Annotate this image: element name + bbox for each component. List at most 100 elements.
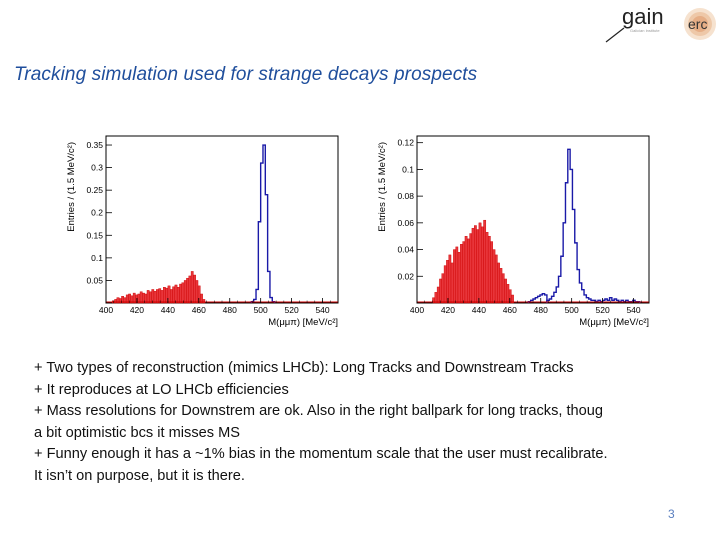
- y-tick-label: 0.08: [397, 191, 414, 201]
- histogram-bar: [460, 244, 463, 304]
- histogram-bar: [450, 262, 454, 304]
- histogram-bar: [172, 286, 176, 304]
- histogram-bar: [188, 275, 192, 304]
- x-axis-label: M(μμπ) [MeV/c²]: [268, 317, 338, 328]
- x-tick-label: 520: [285, 305, 299, 315]
- bullet-item: + Mass resolutions for Downstrem are ok.…: [34, 403, 604, 441]
- histogram-series-line: [527, 292, 548, 303]
- x-tick-label: 500: [565, 305, 579, 315]
- histogram-bar: [139, 291, 143, 304]
- y-tick-label: 0.04: [397, 245, 414, 255]
- x-tick-label: 440: [161, 305, 175, 315]
- histogram-bar: [169, 289, 173, 304]
- bullet-list: + Two types of reconstruction (mimics LH…: [34, 358, 614, 487]
- histogram-bar: [202, 299, 206, 304]
- svg-text:Galician Institute: Galician Institute: [630, 28, 660, 33]
- histogram-bar: [448, 254, 452, 304]
- histogram-bar: [446, 260, 449, 304]
- histogram-bar: [186, 277, 189, 304]
- histogram-bar: [453, 249, 456, 304]
- bullet-item: + Two types of reconstruction (mimics LH…: [34, 360, 574, 376]
- histogram-bar: [195, 280, 199, 304]
- histogram-right: 400 420 440 460 480 500 520 540 0.02 0.04 0.06 0.08…: [377, 135, 650, 328]
- histogram-bar: [181, 282, 185, 304]
- histogram-bar: [146, 290, 150, 304]
- logo-main-text: gain: [622, 4, 664, 29]
- x-tick-label: 420: [441, 305, 455, 315]
- histogram-bar: [490, 241, 493, 304]
- histogram-bar: [156, 289, 159, 304]
- histogram-bar: [497, 262, 500, 304]
- histogram-bar: [480, 226, 484, 304]
- y-tick-label: 0.2: [91, 208, 103, 218]
- x-tick-label: 460: [503, 305, 517, 315]
- histogram-bar: [511, 294, 514, 304]
- x-tick-label: 540: [315, 305, 329, 315]
- x-tick-label: 400: [99, 305, 113, 315]
- y-tick-label: 0.15: [86, 230, 103, 240]
- histogram-bar: [485, 231, 489, 304]
- x-tick-label: 440: [472, 305, 486, 315]
- histogram-bar: [471, 227, 475, 304]
- histogram-bar: [487, 235, 491, 304]
- bullet-item: + Funny enough it has a ~1% bias in the …: [34, 446, 608, 484]
- y-tick-label: 0.02: [397, 271, 414, 281]
- histogram-bar: [158, 288, 162, 304]
- histogram-bar: [492, 249, 496, 304]
- histogram-bar: [457, 252, 461, 304]
- histogram-bar: [200, 293, 203, 304]
- histogram-bar: [179, 283, 182, 304]
- y-tick-label: 0.1: [402, 164, 414, 174]
- x-tick-label: 420: [130, 305, 144, 315]
- histogram-bar: [462, 241, 466, 304]
- y-tick-label: 0.25: [86, 185, 103, 195]
- plot-frame: [105, 135, 339, 304]
- histogram-bar: [455, 246, 459, 304]
- histogram-bar: [476, 229, 480, 304]
- histogram-bar: [506, 284, 510, 304]
- histogram-bar: [436, 286, 440, 304]
- histogram-bar: [434, 292, 438, 304]
- gain-erc-logo: gain Galician Institute erc: [605, 4, 716, 43]
- histogram-bar: [499, 268, 503, 304]
- x-tick-label: 500: [254, 305, 268, 315]
- histogram-bar: [474, 225, 477, 304]
- histogram-bar: [439, 278, 442, 304]
- histogram-bar: [160, 290, 164, 304]
- x-axis-label: M(μμπ) [MeV/c²]: [579, 317, 649, 328]
- x-tick-label: 480: [534, 305, 548, 315]
- y-tick-label: 0.12: [397, 138, 414, 148]
- bullet-item: + It reproduces at LO LHCb efficiencies: [34, 381, 289, 398]
- histogram-bar: [469, 233, 473, 304]
- histogram-bar: [494, 254, 498, 304]
- histogram-left: 400 420 440 460 480 500 520 540 0.05 0.1 0.15 0.2 0.…: [66, 135, 339, 328]
- slide-title: Tracking simulation used for strange dec…: [14, 64, 478, 85]
- y-tick-label: 0.06: [397, 218, 414, 228]
- x-tick-label: 540: [626, 305, 640, 315]
- histogram-bar: [501, 273, 505, 304]
- histogram-bar: [163, 287, 166, 304]
- y-axis-label: Entries / (1.5 MeV/c²): [377, 142, 388, 232]
- x-tick-label: 480: [223, 305, 237, 315]
- x-tick-label: 400: [410, 305, 424, 315]
- histogram-bar: [464, 235, 468, 304]
- histogram-bar: [478, 222, 482, 304]
- x-tick-label: 460: [192, 305, 206, 315]
- histogram-bar: [151, 289, 155, 304]
- histogram-series-line: [250, 144, 276, 303]
- y-tick-label: 0.05: [86, 275, 103, 285]
- histogram-bar: [467, 238, 470, 304]
- histogram-bar: [443, 265, 447, 304]
- histogram-bar: [193, 274, 196, 304]
- histogram-bar: [504, 278, 507, 304]
- histogram-series-line: [546, 148, 604, 303]
- histogram-bar: [483, 219, 487, 304]
- histogram-bar: [441, 273, 445, 304]
- erc-emblem-icon: erc: [684, 8, 716, 40]
- histogram-bar: [174, 284, 178, 304]
- histogram-bar: [149, 291, 152, 304]
- logo-sub-text: erc: [688, 16, 707, 32]
- histogram-bar: [183, 280, 187, 304]
- y-tick-label: 0.3: [91, 163, 103, 173]
- x-tick-label: 520: [596, 305, 610, 315]
